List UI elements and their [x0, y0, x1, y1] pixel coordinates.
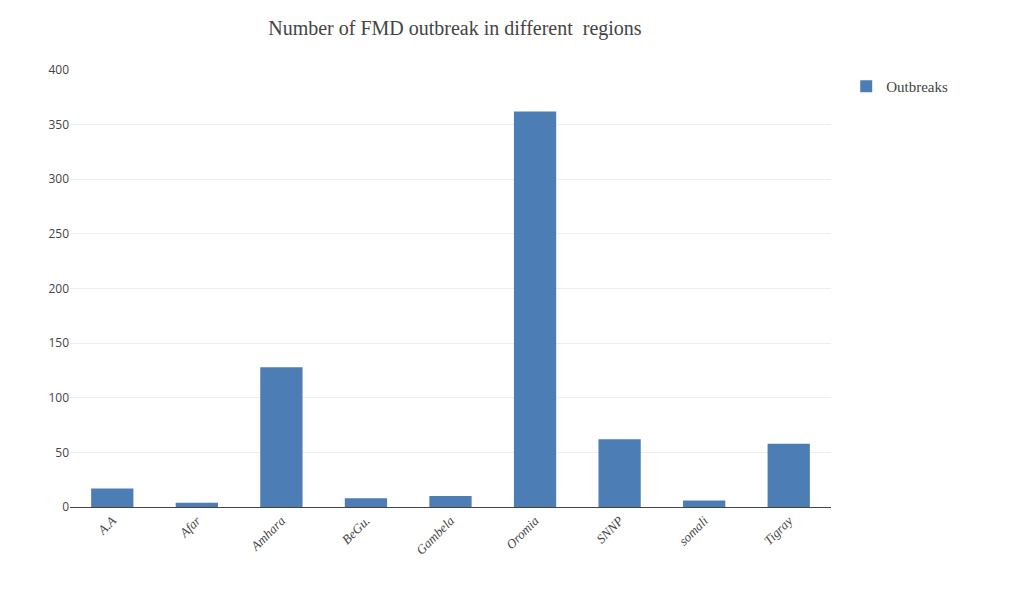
- svg-text:250: 250: [48, 225, 69, 242]
- svg-text:Gambela: Gambela: [413, 513, 458, 558]
- svg-text:350: 350: [48, 116, 69, 133]
- svg-text:50: 50: [55, 444, 69, 461]
- svg-text:300: 300: [48, 170, 69, 187]
- svg-text:400: 400: [48, 61, 69, 78]
- svg-text:somali: somali: [676, 513, 711, 548]
- svg-text:SNNP: SNNP: [593, 513, 626, 546]
- svg-text:A.A: A.A: [94, 513, 119, 538]
- svg-text:Number of FMD outbreak in diff: Number of FMD outbreak in different regi…: [268, 17, 642, 40]
- svg-text:Afar: Afar: [176, 513, 204, 541]
- svg-text:150: 150: [48, 334, 69, 351]
- svg-text:Outbreaks: Outbreaks: [886, 79, 948, 95]
- svg-text:Amhara: Amhara: [247, 513, 288, 554]
- svg-text:Oromia: Oromia: [503, 513, 542, 552]
- svg-text:200: 200: [48, 280, 69, 297]
- svg-text:Tigray: Tigray: [761, 513, 796, 548]
- svg-text:BeGu.: BeGu.: [339, 513, 373, 547]
- svg-text:0: 0: [62, 498, 69, 515]
- svg-text:100: 100: [48, 389, 69, 406]
